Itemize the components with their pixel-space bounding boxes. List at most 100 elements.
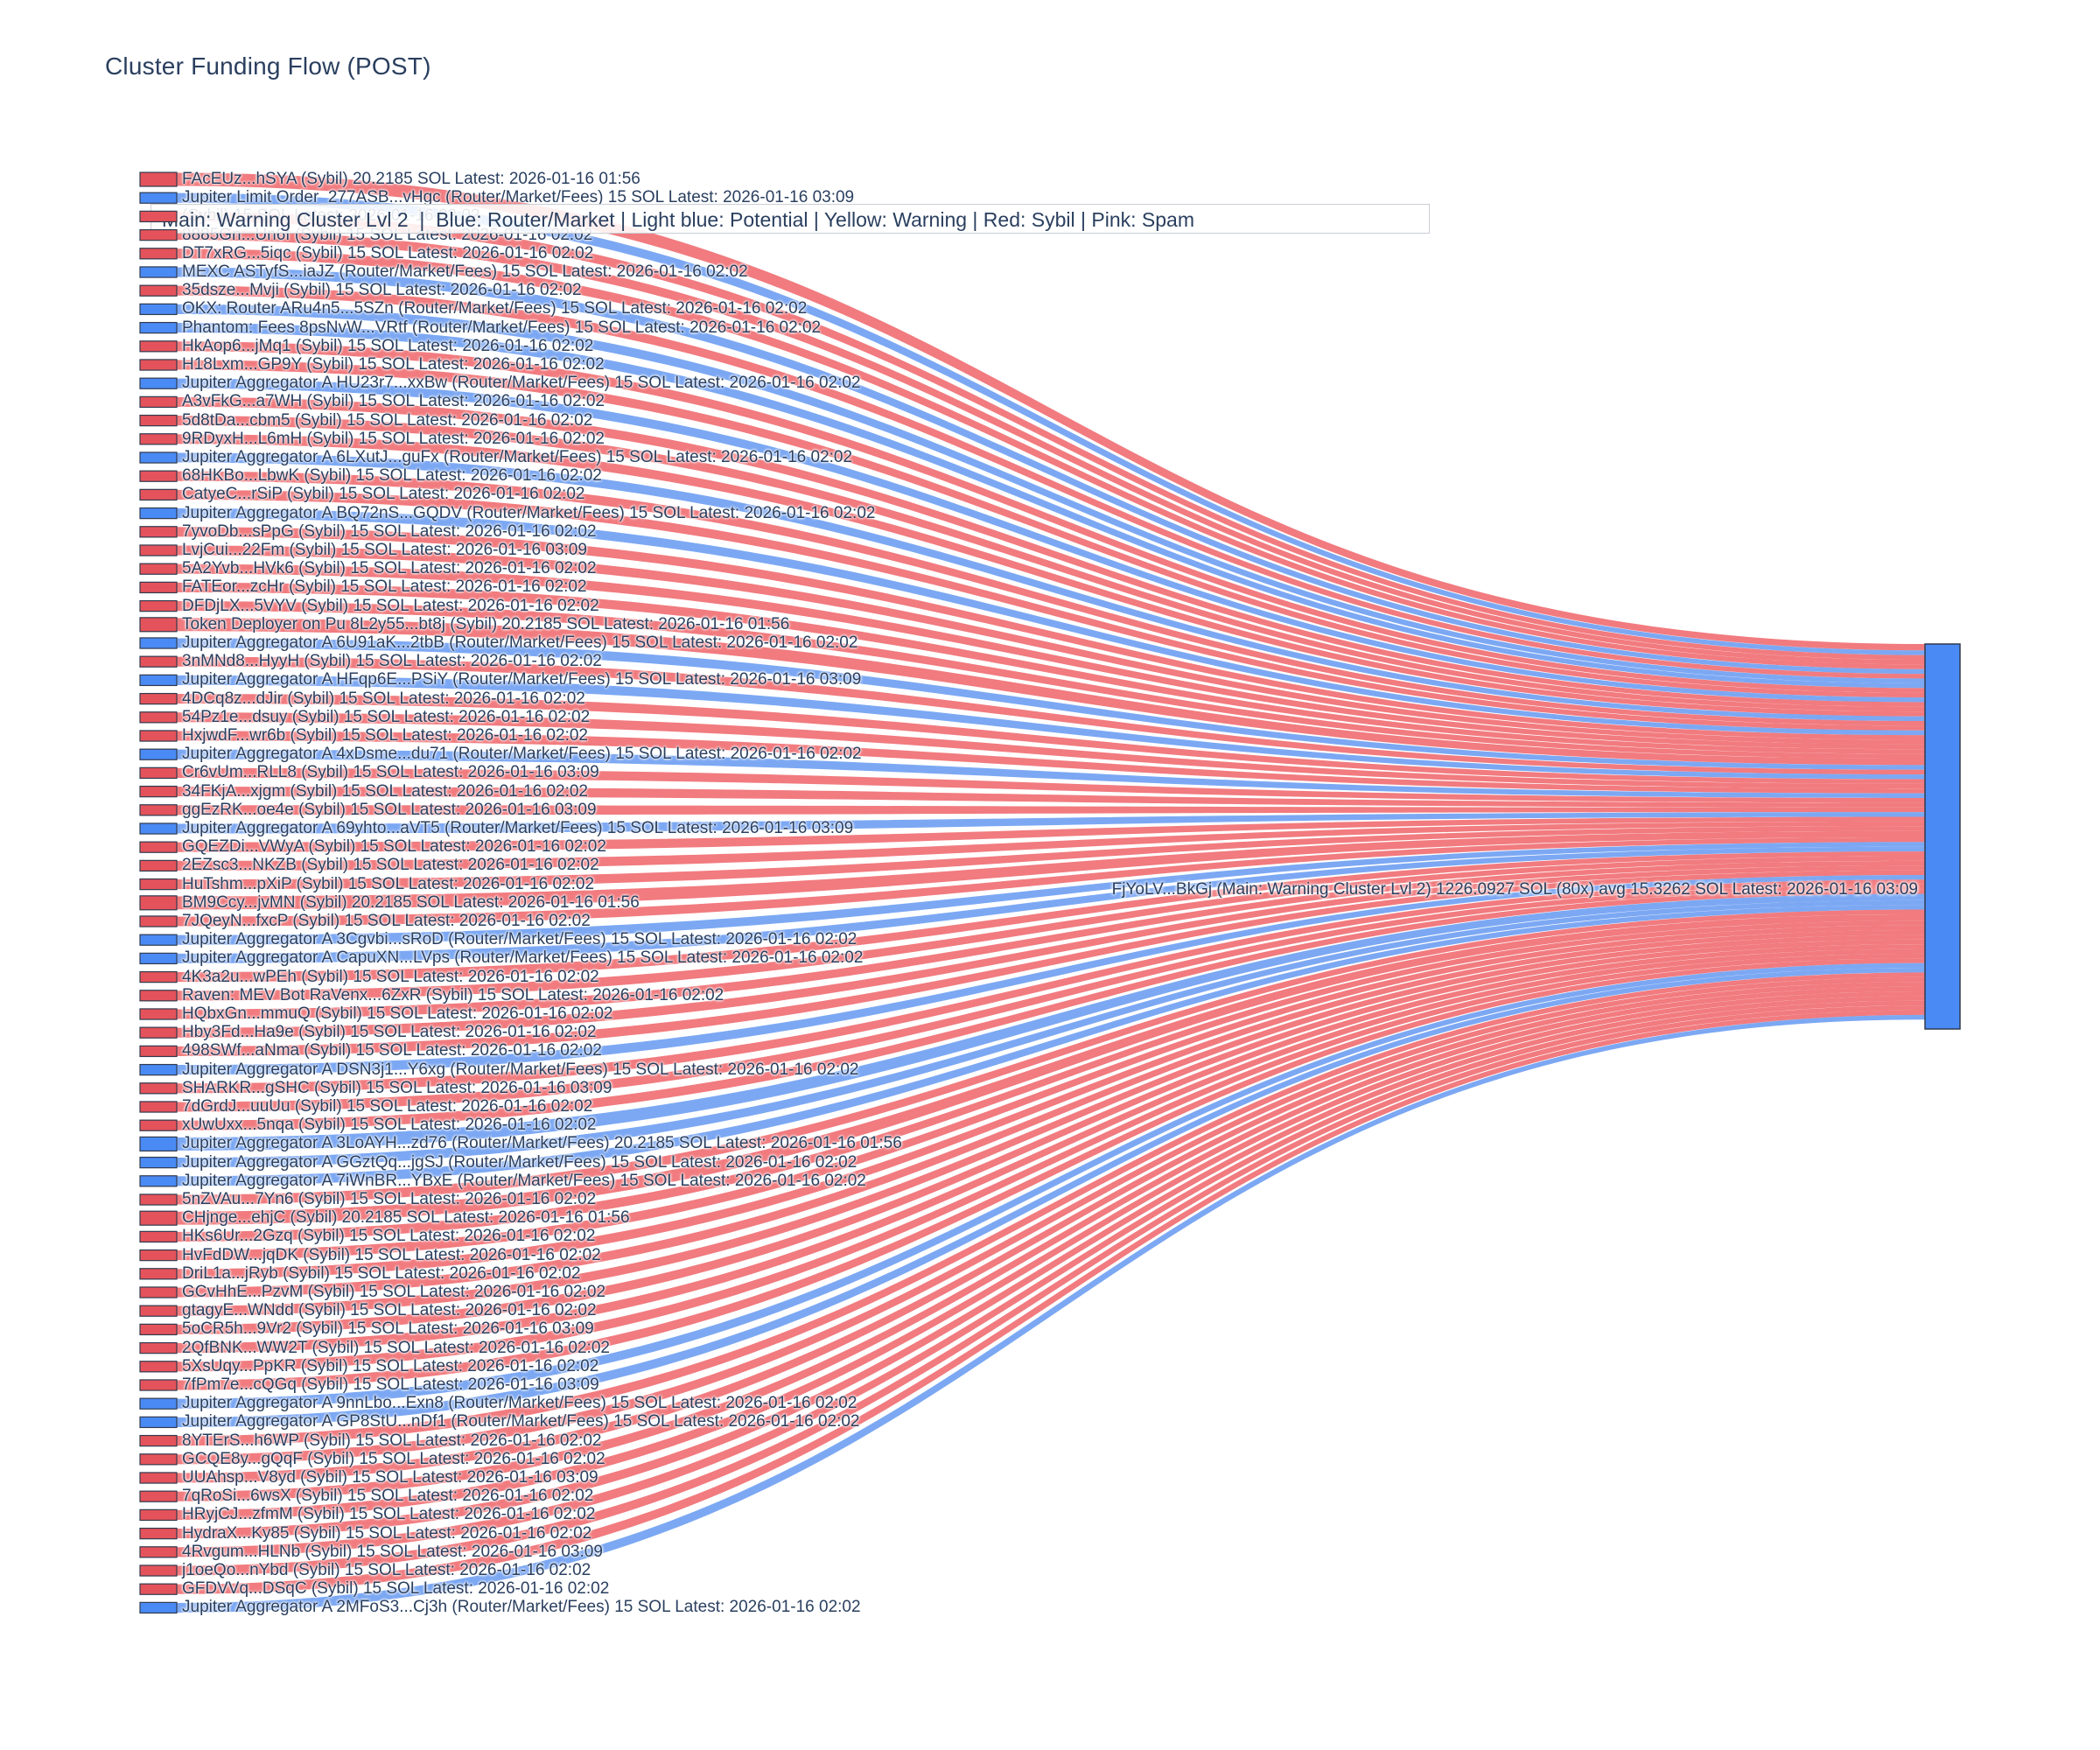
source-node[interactable] <box>139 785 178 798</box>
flow-link[interactable] <box>177 846 1925 963</box>
flow-link[interactable] <box>177 990 1925 1520</box>
source-node[interactable] <box>139 915 178 928</box>
source-node[interactable] <box>139 1453 178 1466</box>
source-node[interactable] <box>139 1210 178 1226</box>
flow-link[interactable] <box>177 875 1925 1075</box>
flow-link[interactable] <box>177 900 1925 1168</box>
flow-link[interactable] <box>177 986 1925 1502</box>
flow-link[interactable] <box>177 675 1925 780</box>
flow-link[interactable] <box>177 879 1925 1094</box>
source-node[interactable] <box>139 1230 178 1243</box>
source-node[interactable] <box>139 1101 178 1113</box>
flow-link[interactable] <box>177 712 1925 789</box>
flow-link[interactable] <box>177 564 1925 750</box>
flow-link[interactable] <box>177 870 1925 1056</box>
flow-link[interactable] <box>177 865 1925 1038</box>
source-node[interactable] <box>139 1286 178 1298</box>
flow-link[interactable] <box>177 914 1925 1225</box>
flow-link[interactable] <box>177 982 1925 1483</box>
source-node[interactable] <box>139 248 178 260</box>
flow-link[interactable] <box>177 787 1925 808</box>
flow-link[interactable] <box>177 694 1925 784</box>
source-node[interactable] <box>139 1268 178 1280</box>
source-node[interactable] <box>139 1583 178 1595</box>
flow-link[interactable] <box>177 826 1925 890</box>
source-node[interactable] <box>139 804 178 816</box>
source-node[interactable] <box>139 581 178 594</box>
source-node[interactable] <box>139 340 178 353</box>
source-node[interactable] <box>139 878 178 891</box>
flow-link[interactable] <box>177 434 1925 717</box>
flow-link[interactable] <box>177 884 1925 1112</box>
source-node[interactable] <box>139 172 178 187</box>
flow-link[interactable] <box>177 267 1925 675</box>
source-node[interactable] <box>139 284 178 297</box>
source-node[interactable] <box>139 192 178 204</box>
source-node[interactable] <box>139 1434 178 1447</box>
flow-link[interactable] <box>177 618 1925 766</box>
flow-link[interactable] <box>177 944 1925 1334</box>
flow-link[interactable] <box>177 545 1925 745</box>
source-node[interactable] <box>139 655 178 668</box>
source-node[interactable] <box>139 563 178 575</box>
flow-link[interactable] <box>177 192 1925 655</box>
source-node[interactable] <box>139 674 178 687</box>
flow-link[interactable] <box>177 285 1925 679</box>
flow-link[interactable] <box>177 601 1925 760</box>
flow-link[interactable] <box>177 929 1925 1279</box>
source-node[interactable] <box>139 1323 178 1336</box>
source-node[interactable] <box>139 859 178 872</box>
source-node[interactable] <box>139 599 178 612</box>
source-node[interactable] <box>139 1490 178 1502</box>
source-node[interactable] <box>139 377 178 389</box>
flow-link[interactable] <box>177 939 1925 1316</box>
flow-link[interactable] <box>177 953 1925 1372</box>
source-node[interactable] <box>139 1249 178 1262</box>
flow-link[interactable] <box>177 248 1925 669</box>
source-node[interactable] <box>139 1082 178 1095</box>
flow-link[interactable] <box>177 889 1925 1130</box>
flow-link[interactable] <box>177 972 1925 1446</box>
flow-link[interactable] <box>177 962 1925 1409</box>
flow-link[interactable] <box>177 968 1925 1427</box>
flow-link[interactable] <box>177 842 1925 945</box>
source-node[interactable] <box>139 452 178 464</box>
flow-link[interactable] <box>177 958 1925 1390</box>
flow-link[interactable] <box>177 396 1925 707</box>
flow-link[interactable] <box>177 905 1925 1186</box>
flow-link[interactable] <box>177 976 1925 1465</box>
source-node[interactable] <box>139 414 178 427</box>
source-node[interactable] <box>139 1564 178 1577</box>
flow-link[interactable] <box>177 812 1925 834</box>
source-node[interactable] <box>139 1546 178 1558</box>
flow-link[interactable] <box>177 851 1925 983</box>
source-node[interactable] <box>139 1045 178 1058</box>
source-node[interactable] <box>139 210 178 223</box>
flow-link[interactable] <box>177 1000 1925 1558</box>
source-node[interactable] <box>139 266 178 278</box>
source-node[interactable] <box>139 692 178 705</box>
flow-link[interactable] <box>177 489 1925 731</box>
source-node[interactable] <box>139 433 178 445</box>
source-node[interactable] <box>139 1136 178 1152</box>
flow-link[interactable] <box>177 527 1925 740</box>
source-node[interactable] <box>139 1379 178 1391</box>
source-node[interactable] <box>139 1026 178 1039</box>
flow-link[interactable] <box>177 508 1925 736</box>
source-node[interactable] <box>139 990 178 1002</box>
flow-link[interactable] <box>177 304 1925 683</box>
flow-link[interactable] <box>177 731 1925 794</box>
source-node[interactable] <box>139 396 178 409</box>
flow-link[interactable] <box>177 805 1925 816</box>
flow-link[interactable] <box>177 656 1925 775</box>
flow-link[interactable] <box>177 909 1925 1205</box>
source-node[interactable] <box>139 1175 178 1187</box>
source-node[interactable] <box>139 1508 178 1522</box>
source-node[interactable] <box>139 970 178 984</box>
flow-link[interactable] <box>177 341 1925 693</box>
source-node[interactable] <box>139 1601 178 1614</box>
source-node[interactable] <box>139 1397 178 1410</box>
source-node[interactable] <box>139 1305 178 1317</box>
source-node[interactable] <box>139 637 178 649</box>
source-node[interactable] <box>139 1063 178 1076</box>
